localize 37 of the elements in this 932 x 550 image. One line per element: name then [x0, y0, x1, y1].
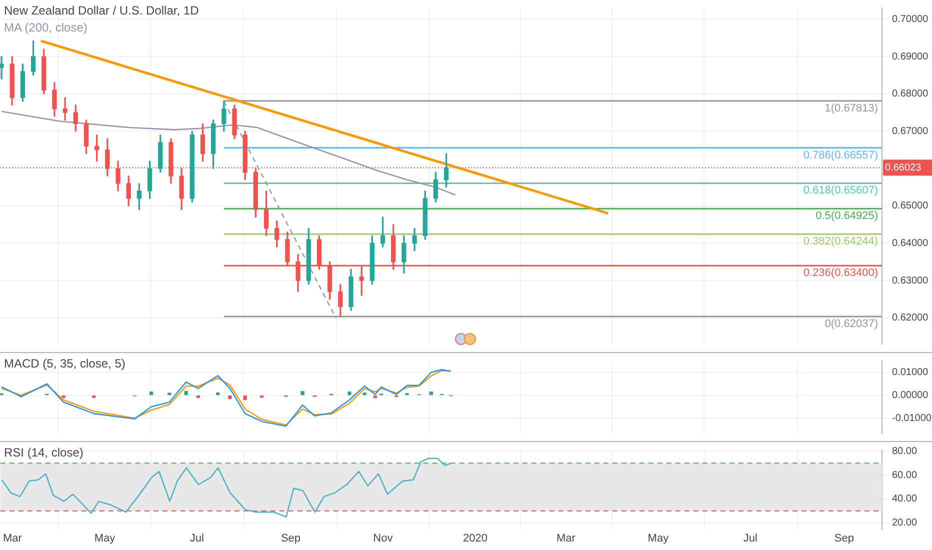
y-tick-label: 0.64000: [892, 238, 929, 249]
y-tick-label: 0.69000: [892, 51, 929, 62]
chart-title: MACD (5, 35, close, 5): [4, 356, 126, 370]
x-tick-label: 2020: [462, 532, 488, 544]
ref-line-label: 0.382(0.64244): [803, 236, 878, 248]
y-tick-label: 0.67000: [892, 126, 929, 137]
y-tick-label: 20.00: [892, 518, 918, 529]
y-tick-label: 0.68000: [892, 88, 929, 100]
y-tick-label: -0.01000: [892, 412, 932, 424]
x-tick-label: Jul: [743, 532, 758, 544]
x-tick-label: Sep: [280, 532, 301, 544]
y-tick-label: 0.62000: [892, 312, 929, 324]
ref-line-label: 1(0.67813): [824, 102, 878, 114]
ref-line-label: 0.618(0.65607): [803, 184, 878, 197]
ref-line-label: 0.66023: [885, 162, 922, 174]
y-tick-label: 0.01000: [892, 367, 929, 378]
chart-title: New Zealand Dollar / U.S. Dollar, 1D: [4, 3, 200, 18]
x-tick-label: Mar: [2, 532, 22, 544]
text: MA (200, close): [4, 20, 88, 34]
y-tick-label: 0.00000: [892, 390, 929, 402]
x-tick-label: Mar: [556, 532, 576, 544]
x-tick-label: May: [648, 532, 670, 544]
x-tick-label: Sep: [834, 532, 854, 544]
ref-line-label: 0.236(0.63400): [803, 267, 878, 280]
y-tick-label: 0.70000: [892, 14, 929, 25]
ref-line-label: 0.786(0.66557): [803, 149, 878, 162]
y-tick-label: 0.65000: [892, 200, 929, 212]
ref-line-label: 0(0.62037): [824, 318, 878, 330]
y-tick-label: 40.00: [892, 494, 918, 505]
y-tick-label: 0.63000: [892, 275, 929, 286]
x-tick-label: Jul: [190, 532, 204, 544]
x-tick-label: May: [94, 532, 116, 544]
chart-title: RSI (14, close): [4, 445, 84, 460]
x-tick-label: Nov: [373, 532, 394, 544]
ref-line-label: 0.5(0.64925): [816, 210, 878, 222]
y-tick-label: 60.00: [892, 470, 918, 481]
y-tick-label: 80.00: [892, 446, 918, 457]
